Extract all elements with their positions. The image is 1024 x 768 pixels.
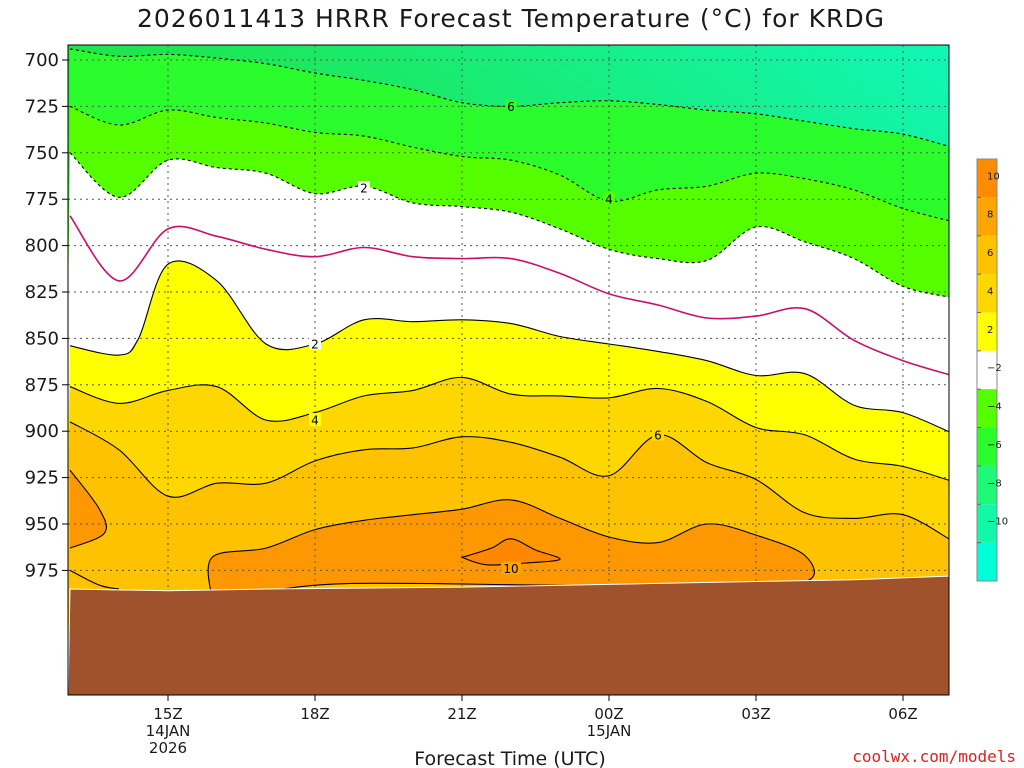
contour-label: 4	[311, 414, 319, 428]
plot-area: 6 4 2 2 4 6 10	[68, 45, 949, 695]
x-tick-label: 06Z	[888, 705, 917, 723]
x-tick-label: 03Z	[741, 705, 770, 723]
contour-label-bg	[358, 181, 370, 195]
chart-title: 2026011413 HRRR Forecast Temperature (°C…	[137, 4, 885, 33]
colorbar-label: −8	[987, 478, 1002, 489]
x-tick-label: 2026	[149, 739, 187, 757]
y-tick-label: 900	[25, 421, 59, 442]
contour-label-bg	[505, 99, 517, 113]
colorbar-swatch	[977, 235, 997, 275]
contour-label-bg	[309, 413, 321, 427]
contour-label: 6	[507, 100, 515, 114]
x-tick-label: 21Z	[447, 705, 476, 723]
colorbar-swatch	[977, 197, 997, 236]
colorbar-label: −4	[987, 402, 1002, 413]
colorbar-label: 4	[987, 286, 993, 297]
colorbar-swatch	[977, 389, 997, 428]
colorbar-legend: 10 8 6 4 2 −2 −4 −6 −8 −10	[976, 158, 1008, 582]
contour-line	[207, 499, 815, 601]
y-tick-label: 825	[25, 282, 59, 303]
y-tick-label: 750	[25, 143, 59, 164]
contour-line	[69, 469, 107, 549]
x-axis-title: Forecast Time (UTC)	[414, 748, 605, 768]
x-tick-label: 15Z	[153, 705, 182, 723]
contour-label-bg	[501, 561, 521, 575]
colorbar-swatch	[977, 159, 997, 198]
colorbar-label: 2	[987, 325, 993, 336]
y-tick-label: 700	[25, 50, 59, 71]
colorbar-label: −6	[987, 440, 1002, 451]
ground-fill	[68, 575, 949, 695]
y-tick-label: 950	[25, 514, 59, 535]
contour-label: 6	[654, 428, 662, 442]
temp-band-fill	[462, 538, 561, 566]
x-tick-label: 18Z	[300, 705, 329, 723]
contour-labels: 6 4 2 2 4 6 10	[309, 99, 664, 576]
contour-line	[69, 260, 949, 433]
contour-line	[69, 215, 949, 376]
contour-label-bg	[652, 427, 664, 441]
credit-text: coolwx.com/models	[852, 747, 1016, 766]
colorbar-swatch	[977, 312, 997, 351]
contour-label: 2	[311, 337, 319, 351]
contour-label: 2	[360, 182, 368, 196]
x-tick-label: 00Z	[594, 705, 623, 723]
colorbar-swatch	[977, 350, 997, 390]
contour-line	[69, 569, 120, 590]
y-tick-label: 850	[25, 328, 59, 349]
x-tick-label: 14JAN	[146, 722, 191, 740]
y-tick-label: 725	[25, 96, 59, 117]
colorbar-label: −2	[987, 363, 1002, 374]
y-axis: 700 725 750 775 800 825 850 875 900 925 950 975	[25, 50, 68, 581]
contour-line	[460, 538, 561, 566]
plot-frame	[67, 44, 950, 696]
colorbar-swatch	[977, 504, 997, 543]
y-tick-label: 925	[25, 468, 59, 489]
colorbar-label: 6	[987, 248, 993, 259]
y-tick-label: 975	[25, 560, 59, 581]
y-tick-label: 775	[25, 189, 59, 210]
contour-line	[69, 421, 949, 540]
ground-layer	[68, 575, 949, 695]
contour-line	[69, 152, 949, 298]
contour-label: 4	[605, 193, 613, 207]
contour-line	[69, 105, 949, 222]
contour-label-bg	[309, 336, 321, 350]
x-tick-label: 15JAN	[587, 722, 632, 740]
contour-line	[69, 376, 949, 481]
colorbar-label: 10	[987, 171, 1000, 182]
contour-label: 10	[503, 562, 518, 576]
colorbar-frame	[976, 158, 998, 582]
colorbar-swatch	[977, 274, 997, 313]
temp-band-fill	[70, 470, 107, 549]
colorbar-label: −10	[987, 517, 1008, 528]
contour-label-bg	[603, 192, 615, 206]
colorbar-swatch	[977, 465, 997, 505]
colorbar-label: 8	[987, 210, 993, 221]
colorbar-swatch	[977, 542, 997, 581]
y-tick-label: 875	[25, 375, 59, 396]
y-tick-label: 800	[25, 236, 59, 257]
colorbar-swatch	[977, 427, 997, 466]
